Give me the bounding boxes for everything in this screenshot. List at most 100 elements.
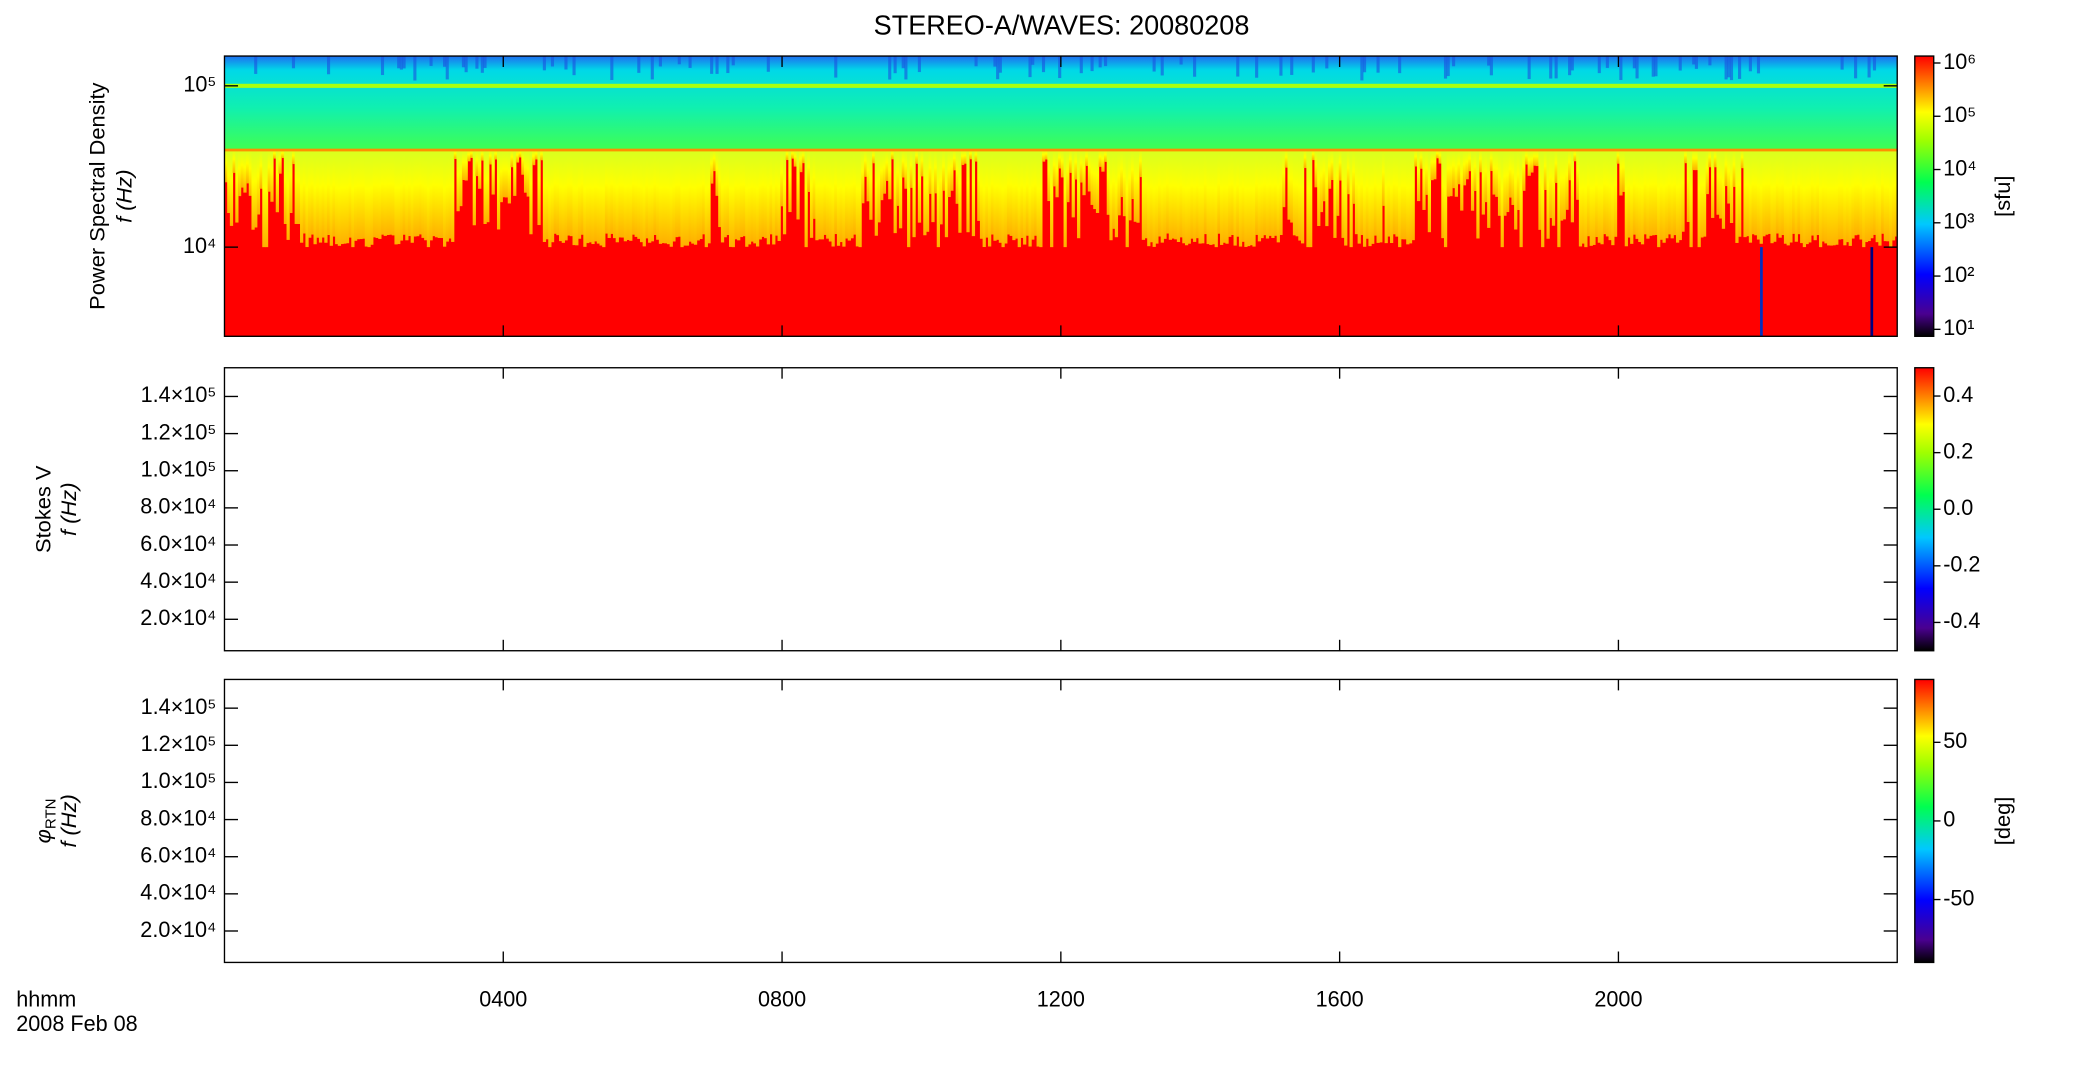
spectrogram-cell: [386, 150, 390, 236]
spectrogram-cell: [990, 150, 994, 235]
spectrogram-cell: [1179, 56, 1183, 65]
y-axis-label: f (Hz): [112, 169, 137, 222]
spectrogram-cell: [818, 150, 822, 240]
spectrogram-cell: [1738, 150, 1742, 237]
spectrogram-cell: [1530, 150, 1534, 173]
spectrogram-cell: [1193, 56, 1197, 77]
spectrogram-cell: [885, 150, 889, 181]
spectrogram-cell: [1708, 150, 1712, 168]
spectrogram-cell: [494, 150, 498, 160]
spectrogram-cell: [237, 150, 242, 197]
spectrogram-cell: [429, 56, 433, 66]
spectrogram-cell: [1152, 150, 1156, 247]
y-tick-label: 4.0×10⁴: [140, 568, 216, 593]
spectrogram-cell: [653, 150, 657, 236]
spectrogram-cell: [345, 150, 350, 244]
spectrogram-cell: [1141, 150, 1146, 240]
x-tick-label: 0400: [479, 986, 527, 1011]
spectrogram-cell: [1527, 150, 1531, 176]
spectrogram-cell: [1694, 56, 1698, 69]
spectrogram-cell: [1729, 150, 1734, 224]
spectrogram-cell: [580, 150, 584, 235]
spectrogram-cell: [777, 150, 781, 241]
spectrogram-cell: [1408, 150, 1413, 244]
spectrogram-cell: [1578, 150, 1583, 247]
spectrogram-cell: [1875, 150, 1879, 243]
spectrogram-cell: [367, 150, 371, 248]
colorbar-tick-label: 0.2: [1943, 438, 1973, 463]
spectrogram-cell: [510, 150, 514, 168]
spectrogram-cell: [437, 150, 441, 238]
spectrogram-cell: [1125, 150, 1129, 248]
spectrogram-cell: [1352, 150, 1356, 204]
spectrogram-cell: [521, 150, 525, 175]
spectrogram-cell: [1419, 150, 1423, 169]
spectrogram-cell: [1247, 150, 1251, 247]
spectrogram-cell: [1829, 150, 1834, 246]
spectrogram-cell: [1028, 56, 1032, 78]
spectrogram-edge: [224, 148, 1898, 152]
spectrogram-cell: [1327, 150, 1332, 189]
spectrogram-line: [224, 83, 1898, 88]
spectrogram-cell: [712, 150, 717, 172]
spectrogram-cell: [971, 150, 976, 237]
spectrogram-cell: [1500, 150, 1504, 248]
spectrogram-cell: [961, 150, 965, 166]
spectrogram-cell: [950, 150, 954, 191]
spectrogram-cell: [1041, 150, 1046, 162]
spectrogram-cell: [399, 150, 404, 241]
spectrogram-cell: [1891, 150, 1896, 241]
spectrogram-cell: [1800, 150, 1804, 244]
spectrogram-cell: [1290, 56, 1294, 75]
spectrogram-cell: [812, 150, 816, 219]
spectrogram-cell: [380, 150, 385, 235]
spectrogram-cell: [1721, 150, 1726, 229]
spectrogram-cell: [480, 150, 485, 161]
colorbar-tick-label: -50: [1943, 885, 1974, 910]
spectrogram-cell: [229, 150, 234, 226]
spectrogram-cell: [1330, 150, 1334, 181]
spectrogram-cell: [1303, 150, 1307, 169]
spectrogram-cell: [1649, 150, 1653, 236]
spectrogram-cell: [996, 56, 1000, 80]
spectrogram-cell: [397, 56, 401, 69]
spectrogram-cell: [1613, 150, 1618, 237]
spectrogram-cell: [1854, 56, 1858, 79]
spectrogram-cell: [1449, 150, 1453, 197]
colorbar-tick-label: 10⁵: [1943, 102, 1976, 127]
spectrogram-cell: [1508, 150, 1512, 198]
spectrogram-cell: [793, 150, 797, 167]
plot-frame: [223, 367, 1898, 652]
spectrogram-cell: [799, 150, 803, 173]
spectrogram-cell: [1411, 150, 1415, 241]
spectrogram-cell: [745, 150, 749, 247]
spectrogram-cell: [1465, 150, 1469, 180]
spectrogram-cell: [564, 56, 568, 70]
spectrogram-cell: [1622, 150, 1626, 192]
spectrogram-cell: [610, 150, 614, 234]
spectrogram-cell: [1694, 150, 1699, 171]
spectrogram-cell: [969, 150, 973, 160]
spectrogram-cell: [1543, 150, 1548, 190]
spectrogram-cell: [1489, 56, 1493, 76]
spectrogram-cell: [1519, 150, 1523, 248]
spectrogram-cell: [934, 150, 938, 194]
spectrogram-cell: [1346, 150, 1351, 195]
spectrogram-cell: [1492, 150, 1496, 195]
spectrogram-cell: [1438, 150, 1442, 164]
spectrogram-cell: [556, 150, 560, 236]
spectrogram-cell: [402, 150, 406, 235]
colorbar-tick-label: -0.4: [1943, 608, 1980, 633]
spectrogram-cell: [559, 150, 563, 242]
spectrogram-cell: [828, 150, 833, 242]
spectrogram-cell: [925, 150, 930, 232]
spectrogram-cell: [715, 150, 719, 196]
spectrogram-cell: [326, 150, 331, 236]
spectrogram-cell: [675, 150, 679, 238]
spectrogram-dropout: [1870, 247, 1874, 337]
spectrogram-cell: [1306, 150, 1310, 248]
spectrogram-cell: [791, 150, 795, 159]
spectrogram-cell: [1052, 150, 1056, 187]
spectrogram-cell: [1546, 150, 1550, 239]
spectrogram-cell: [974, 150, 978, 162]
